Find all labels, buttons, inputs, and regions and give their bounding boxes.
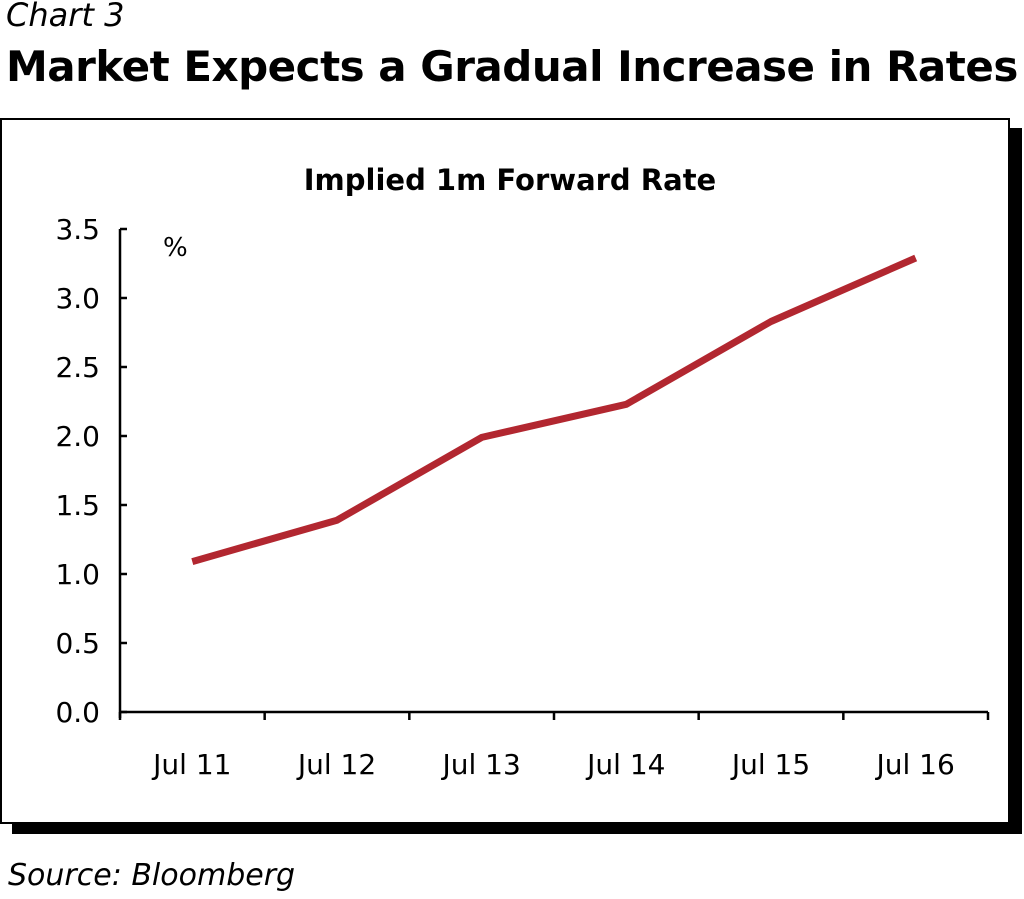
y-tick-label: 2.5: [55, 351, 100, 384]
y-tick-label: 3.5: [55, 213, 100, 246]
x-tick-label: Jul 16: [875, 748, 955, 781]
x-tick-label: Jul 15: [730, 748, 810, 781]
x-tick-label: Jul 12: [296, 748, 376, 781]
series-line-0: [191, 254, 918, 565]
x-tick-label: Jul 13: [441, 748, 521, 781]
unit-label: %: [163, 233, 188, 263]
source-note: Source: Bloomberg: [8, 858, 296, 893]
y-tick-label: 0.5: [55, 627, 100, 660]
y-tick-label: 0.0: [55, 696, 100, 729]
x-tick-label: Jul 14: [585, 748, 665, 781]
chart-heading: Market Expects a Gradual Increase in Rat…: [6, 42, 1018, 91]
y-tick-label: 2.0: [55, 420, 100, 453]
y-tick-label: 3.0: [55, 282, 100, 315]
chart-frame: [0, 118, 1010, 824]
plot-title: Implied 1m Forward Rate: [304, 163, 716, 197]
x-tick-label: Jul 11: [151, 748, 231, 781]
y-tick-label: 1.5: [55, 489, 100, 522]
y-tick-label: 1.0: [55, 558, 100, 591]
chart-number-label: Chart 3: [6, 0, 125, 34]
